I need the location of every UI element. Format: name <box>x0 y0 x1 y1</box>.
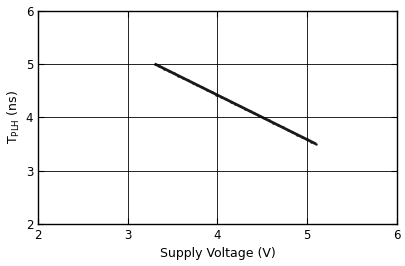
Y-axis label: $\mathregular{T_{PLH}}$ (ns): $\mathregular{T_{PLH}}$ (ns) <box>6 90 21 144</box>
X-axis label: Supply Voltage (V): Supply Voltage (V) <box>159 247 275 260</box>
